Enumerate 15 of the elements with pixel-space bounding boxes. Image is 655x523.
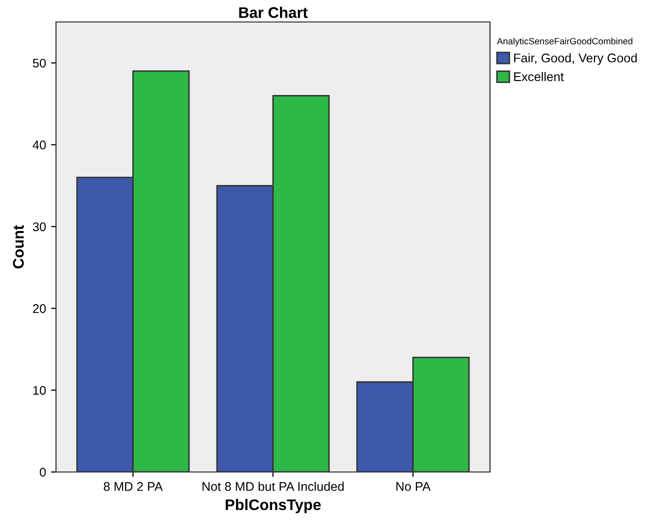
x-tick-label: No PA bbox=[396, 482, 431, 491]
chart-title: Bar Chart bbox=[239, 6, 308, 18]
y-tick-label: 20 bbox=[33, 304, 46, 314]
y-tick-label: 50 bbox=[32, 58, 46, 68]
x-axis-title: PblConsType bbox=[226, 498, 321, 514]
legend-title: AnalyticSenseFairGoodCombined bbox=[496, 38, 632, 46]
x-tick-label: Not 8 MD but PA Included bbox=[202, 482, 344, 491]
y-tick-label: 10 bbox=[33, 386, 46, 395]
legend-label: Fair, Good, Very Good bbox=[514, 53, 637, 65]
y-axis-title: Count bbox=[12, 225, 24, 268]
y-tick-label: 0 bbox=[40, 468, 46, 477]
y-tick-label: 40 bbox=[32, 140, 46, 150]
legend-label: Excellent bbox=[514, 72, 564, 82]
y-tick-label: 30 bbox=[32, 222, 46, 232]
x-tick-label: 8 MD 2 PA bbox=[104, 482, 163, 491]
